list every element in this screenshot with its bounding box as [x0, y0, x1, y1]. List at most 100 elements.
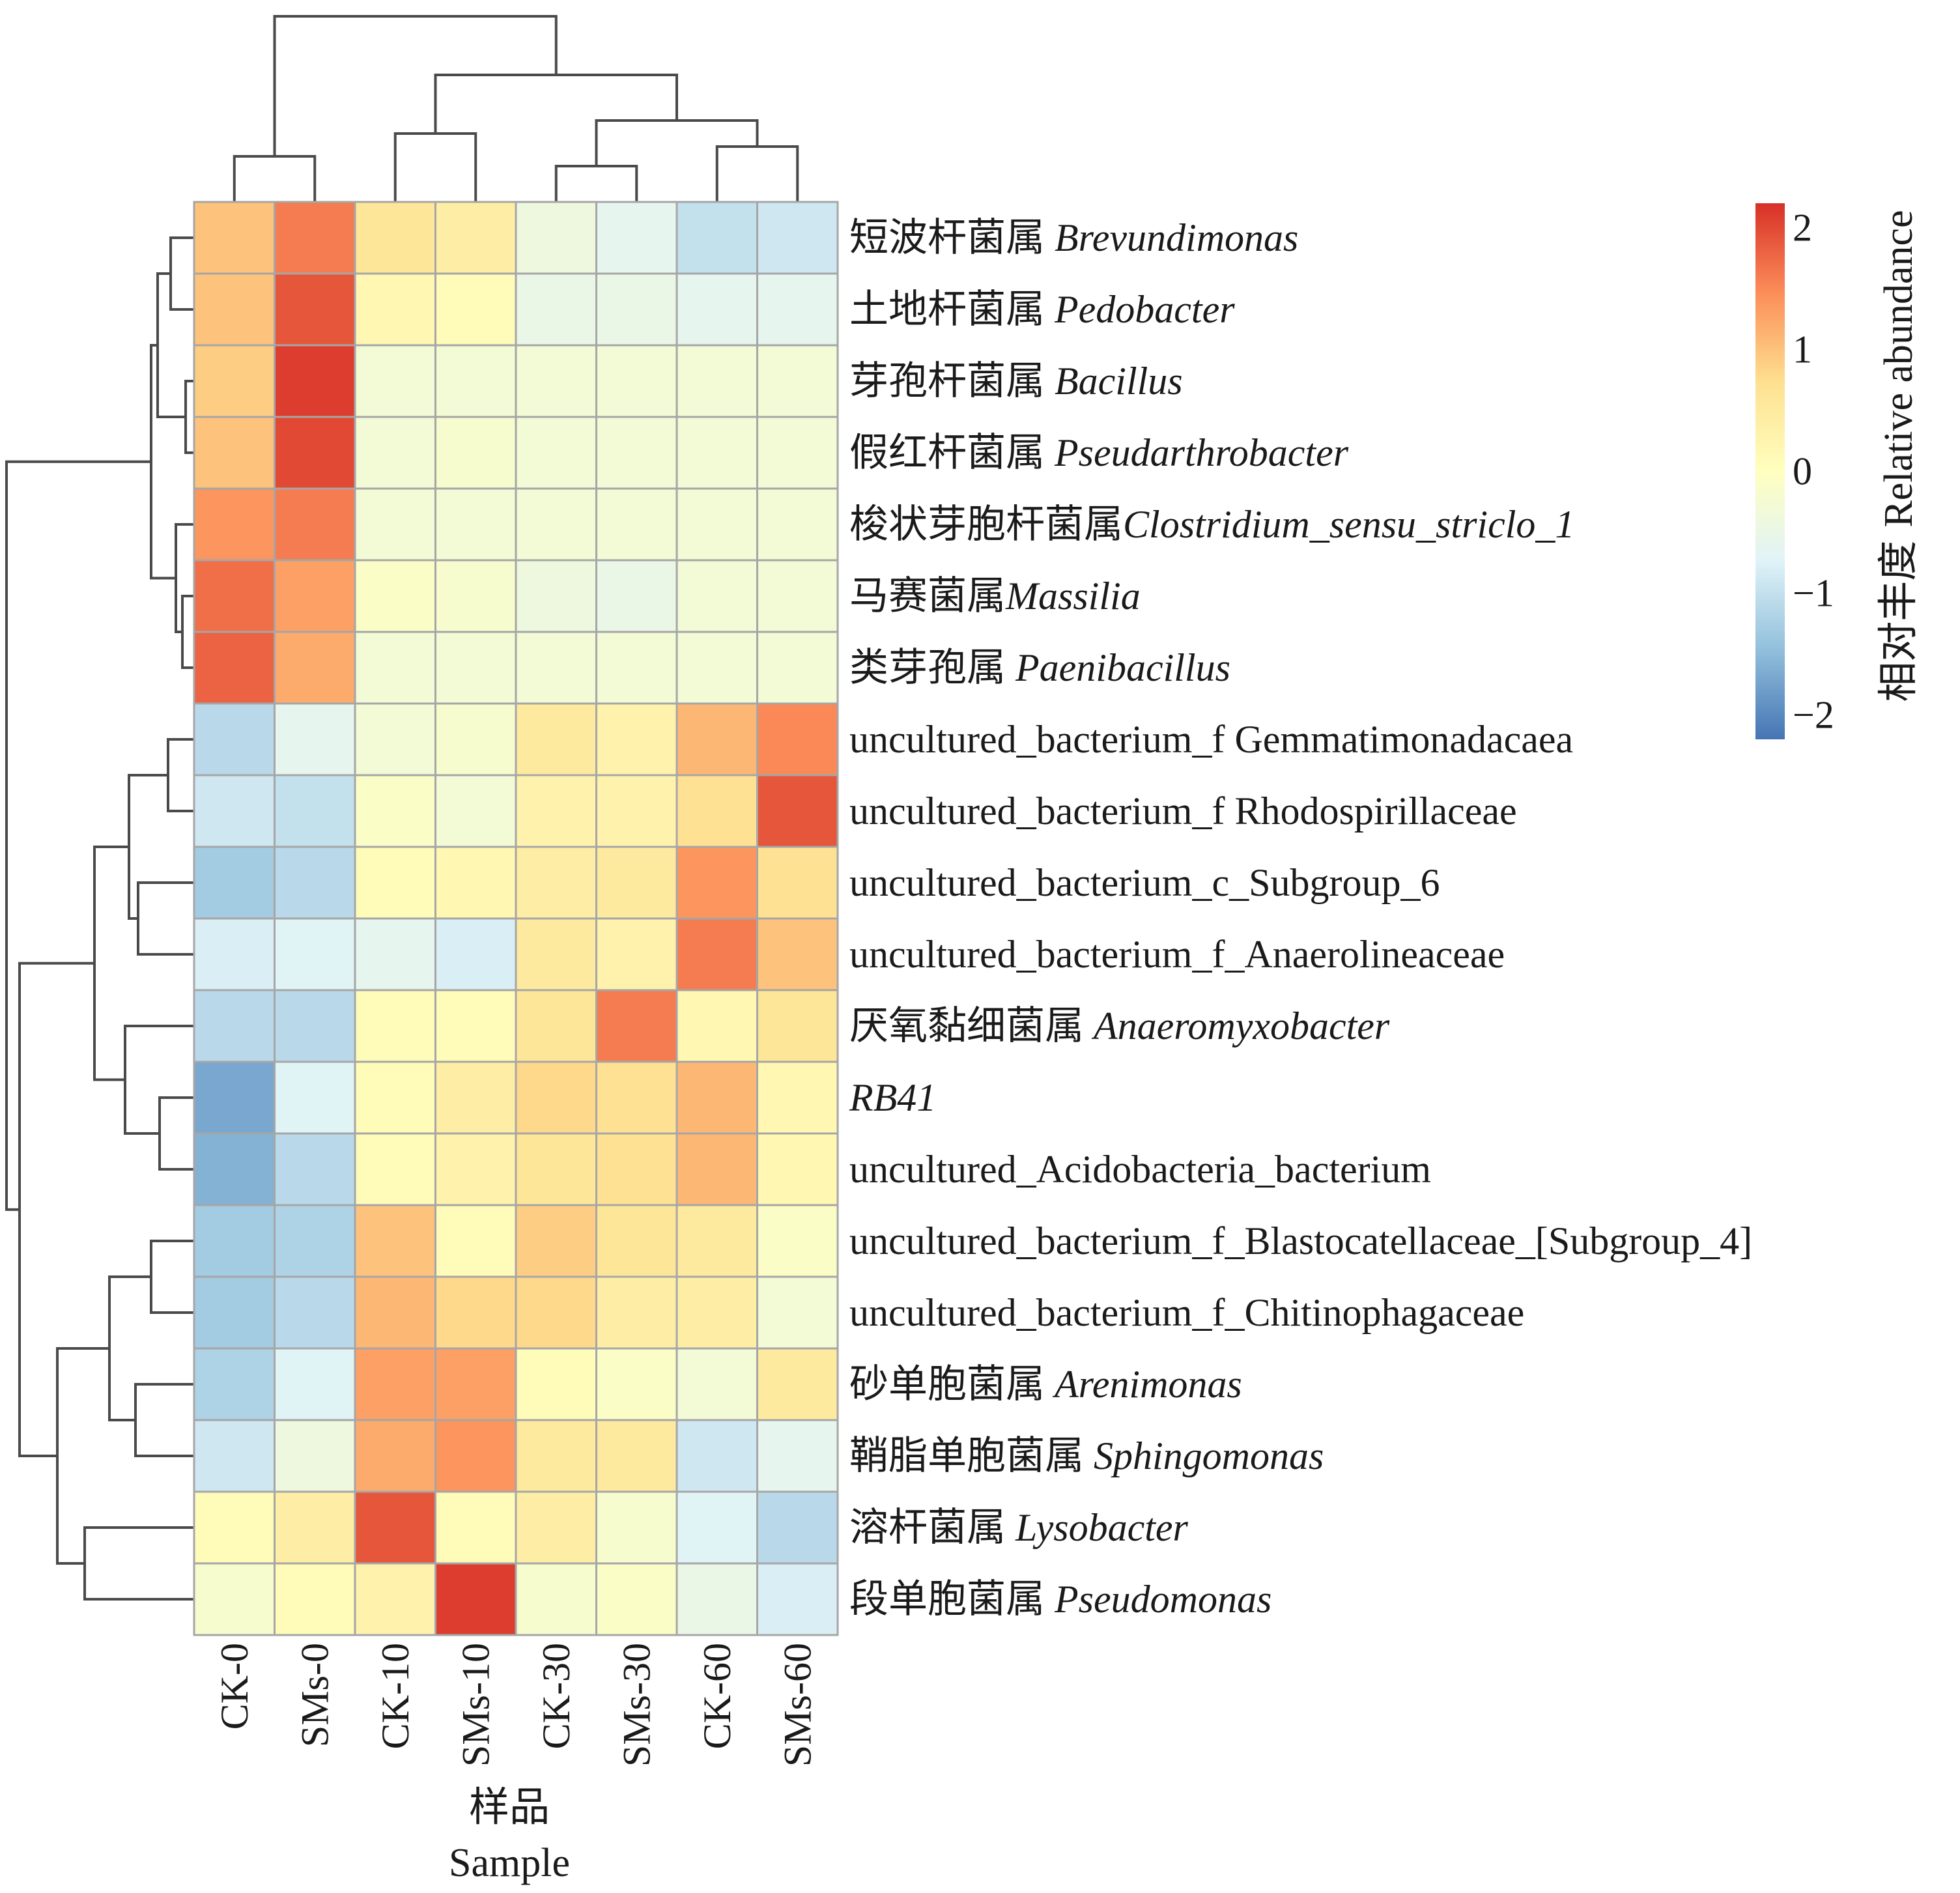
- heatmap-cell: [434, 1132, 517, 1206]
- heatmap-cell: [675, 416, 758, 490]
- heatmap-cell: [354, 1419, 436, 1493]
- dendrogram-branch: [554, 165, 638, 202]
- row-label: 梭状芽胞杆菌属Clostridium_sensu_striclo_1: [849, 503, 1574, 546]
- heatmap-cell: [274, 774, 356, 848]
- heatmap-cell: [193, 344, 276, 418]
- heatmap-cell: [515, 774, 597, 848]
- heatmap-cell: [354, 344, 436, 418]
- heatmap-cell: [675, 1419, 758, 1493]
- heatmap-cell: [515, 559, 597, 633]
- heatmap-cell: [515, 1490, 597, 1565]
- dendrogram-branch: [273, 15, 558, 156]
- heatmap-cell: [595, 631, 678, 705]
- row-label-cn: 梭状芽胞杆菌属: [849, 503, 1123, 546]
- heatmap-cells: [193, 201, 839, 1636]
- row-label-cn: 段单胞菌属: [849, 1578, 1055, 1621]
- heatmap-cell: [595, 1562, 678, 1636]
- heatmap-cell: [354, 702, 436, 776]
- heatmap-cell: [515, 344, 597, 418]
- column-labels: CK-0 SMs-0 CK-10 SMs-10 CK-30 SMs-30 CK-60 SMs-…: [213, 1643, 819, 1767]
- heatmap-cell: [515, 702, 597, 776]
- heatmap-cell: [756, 1132, 839, 1206]
- colorbar-tick-label: 1: [1793, 328, 1812, 371]
- heatmap-cell: [434, 1060, 517, 1135]
- heatmap-cell: [274, 201, 356, 275]
- heatmap-cell: [354, 201, 436, 275]
- heatmap-cell: [515, 272, 597, 347]
- heatmap-cell: [274, 416, 356, 490]
- heatmap-cell: [515, 1275, 597, 1350]
- heatmap-cell: [193, 989, 276, 1063]
- heatmap-cell: [595, 416, 678, 490]
- row-label-latin: Sphingomonas: [1094, 1434, 1324, 1477]
- row-label-latin: Lysobacter: [1015, 1506, 1188, 1549]
- heatmap-cell: [675, 631, 758, 705]
- dendrogram-branch: [150, 1240, 194, 1314]
- row-label-latin: uncultured_bacterium_c_Subgroup_6: [849, 861, 1440, 904]
- heatmap-cell: [756, 1275, 839, 1350]
- dendrogram-branch: [169, 236, 194, 311]
- row-label-cn: 芽孢杆菌属: [849, 360, 1055, 403]
- heatmap-cell: [595, 1132, 678, 1206]
- row-label: uncultured_bacterium_f_Blastocatellaceae…: [849, 1219, 1752, 1262]
- heatmap-cell: [434, 559, 517, 633]
- heatmap-cell: [274, 1060, 356, 1135]
- heatmap-cell: [675, 487, 758, 562]
- heatmap-cell: [675, 201, 758, 275]
- heatmap-cell: [756, 487, 839, 562]
- heatmap-cell: [193, 1275, 276, 1350]
- column-label: SMs-10: [454, 1643, 497, 1767]
- colorbar-tick-label: 0: [1793, 450, 1812, 493]
- row-label: 溶杆菌属 Lysobacter: [849, 1506, 1188, 1549]
- heatmap-cell: [274, 846, 356, 920]
- heatmap-cell: [515, 487, 597, 562]
- heatmap-cell: [515, 1419, 597, 1493]
- heatmap-cell: [675, 1275, 758, 1350]
- row-label-latin: uncultured_Acidobacteria_bacterium: [849, 1148, 1431, 1191]
- dendrogram-branch: [137, 881, 194, 956]
- row-label: uncultured_bacterium_c_Subgroup_6: [849, 861, 1440, 904]
- row-label-latin: RB41: [849, 1076, 936, 1119]
- heatmap-cell: [434, 846, 517, 920]
- heatmap-cell: [193, 272, 276, 347]
- row-label: uncultured_Acidobacteria_bacterium: [849, 1148, 1431, 1191]
- heatmap-cell: [515, 1204, 597, 1278]
- heatmap-cell: [756, 1060, 839, 1135]
- heatmap-cell: [595, 989, 678, 1063]
- heatmap-cell: [515, 1132, 597, 1206]
- row-label-latin: Pedobacter: [1054, 288, 1235, 331]
- colorbar-tick-label: 2: [1793, 206, 1812, 249]
- heatmap-cell: [274, 344, 356, 418]
- heatmap-cell: [434, 1347, 517, 1421]
- heatmap-cell: [515, 989, 597, 1063]
- heatmap-cell: [675, 1204, 758, 1278]
- x-axis-title-cn: 样品: [469, 1786, 550, 1830]
- row-label-latin: Clostridium_sensu_striclo_1: [1123, 503, 1574, 546]
- row-label-cn: 鞘脂单胞菌属: [849, 1434, 1094, 1477]
- colorbar: 2 1 0 −1 −2: [1755, 203, 1834, 739]
- dendrogram-branch: [181, 595, 194, 669]
- heatmap-cell: [675, 1132, 758, 1206]
- heatmap-cell: [274, 559, 356, 633]
- row-label-latin: Pseudomonas: [1054, 1578, 1271, 1621]
- dendrogram-branch: [83, 1526, 194, 1601]
- heatmap-cell: [756, 989, 839, 1063]
- heatmap-cell: [756, 1204, 839, 1278]
- heatmap-cell: [595, 1490, 678, 1565]
- heatmap-cell: [193, 1204, 276, 1278]
- heatmap-cell: [675, 702, 758, 776]
- heatmap-cell: [193, 1419, 276, 1493]
- heatmap-cell: [434, 272, 517, 347]
- heatmap-cell: [354, 1490, 436, 1565]
- row-label: 土地杆菌属 Pedobacter: [849, 288, 1235, 331]
- colorbar-tick-label: −2: [1793, 694, 1834, 737]
- heatmap-cell: [274, 1204, 356, 1278]
- dendrogram-branch: [167, 738, 194, 812]
- heatmap-cell: [756, 631, 839, 705]
- heatmap-cell: [595, 1060, 678, 1135]
- heatmap-cell: [434, 1419, 517, 1493]
- row-label: 假红杆菌属 Pseudarthrobacter: [849, 431, 1349, 474]
- heatmap-cell: [756, 1562, 839, 1636]
